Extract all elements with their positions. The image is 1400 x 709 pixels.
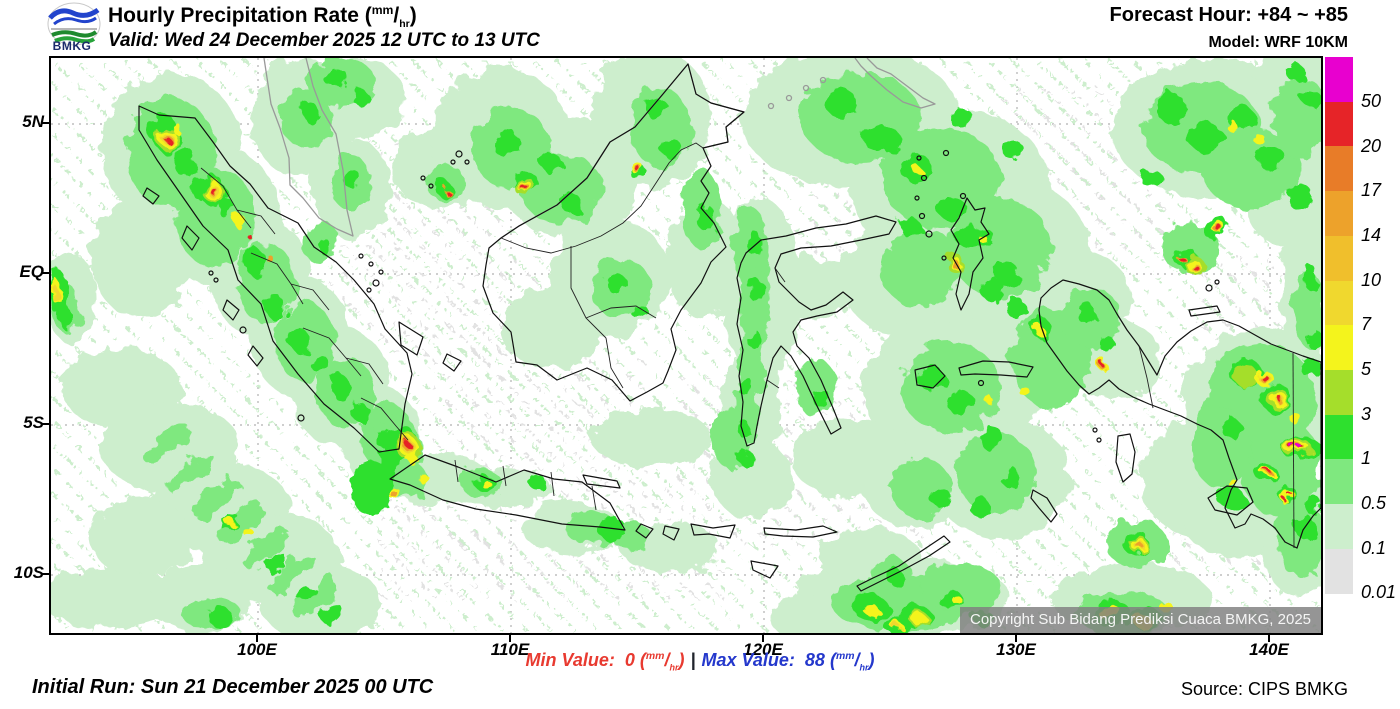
legend-swatch [1325,281,1353,326]
legend-swatch [1325,459,1353,504]
lon-label-140e: 140E [1249,640,1289,659]
legend-swatch [1325,370,1353,415]
unit-mm: mm [371,3,394,17]
bmkg-logo-icon [46,2,102,54]
legend-label: 1 [1361,448,1372,468]
legend-label: 20 [1361,136,1382,156]
precipitation-map [41,48,1341,648]
lat-label-10s: 10S [13,563,44,582]
lon-label-100e: 100E [237,640,277,659]
coastlines [138,63,1322,592]
legend-swatch [1325,146,1353,191]
unit-hr: hr [399,18,410,31]
lon-tick [762,635,764,642]
legend-label: 5 [1361,359,1372,379]
lat-tick [42,272,49,274]
lon-label-110e: 110E [490,640,530,659]
model-name: Model: WRF 10KM [1208,34,1348,51]
legend-label: 0.1 [1361,538,1387,558]
legend-label: 7 [1361,314,1372,334]
map-canvas: Copyright Sub Bidang Prediksi Cuaca BMKG… [41,48,1341,648]
legend-swatch [1325,57,1353,102]
lon-tick [1015,635,1017,642]
min-value-label: Min Value: 0 (mm/hr) [525,650,685,673]
lat-tick [42,423,49,425]
copyright-watermark: Copyright Sub Bidang Prediksi Cuaca BMKG… [959,607,1321,633]
max-value: 88 [804,650,825,670]
lon-tick [1268,635,1270,642]
lon-label-130e: 130E [996,640,1036,659]
lat-label-5n: 5N [22,112,44,131]
legend-label: 3 [1361,404,1372,424]
lon-tick [256,635,258,642]
bmkg-logo-label: BMKG [52,39,92,53]
legend-label: 0.5 [1361,493,1387,513]
initial-run: Initial Run: Sun 21 December 2025 00 UTC [32,676,434,698]
separator: | [690,650,696,670]
max-value-label: Max Value: 88 (mm/hr) [701,650,875,673]
legend-swatch [1325,191,1353,236]
data-source: Source: CIPS BMKG [1180,679,1348,699]
legend-label: 50 [1361,91,1382,111]
lat-label-5s: 5S [23,413,44,432]
lon-label-120e: 120E [743,640,783,659]
lon-tick [509,635,511,642]
precipitation-cells [41,48,1341,648]
legend-swatch [1325,504,1353,549]
legend-swatch [1325,325,1353,370]
valid-time: Valid: Wed 24 December 2025 12 UTC to 13… [108,30,540,51]
page-title: Hourly Precipitation Rate (mm/hr) [108,3,417,31]
lat-tick [42,573,49,575]
legend-swatch [1325,415,1353,460]
legend-swatch [1325,236,1353,281]
legend-label: 10 [1361,270,1382,290]
lat-label-eq: EQ [19,262,44,281]
legend-label: 0.01 [1361,582,1397,602]
forecast-hour: Forecast Hour: +84 ~ +85 [1109,4,1348,26]
admin-borders [200,142,1295,549]
legend-swatch [1325,102,1353,147]
legend-swatch [1325,549,1353,594]
minmax-line: Min Value: 0 (mm/hr) | Max Value: 88 (mm/h… [0,650,1400,673]
legend-label: 17 [1361,180,1382,200]
min-value: 0 [624,650,635,670]
lat-tick [42,122,49,124]
legend-label: 14 [1361,225,1382,245]
